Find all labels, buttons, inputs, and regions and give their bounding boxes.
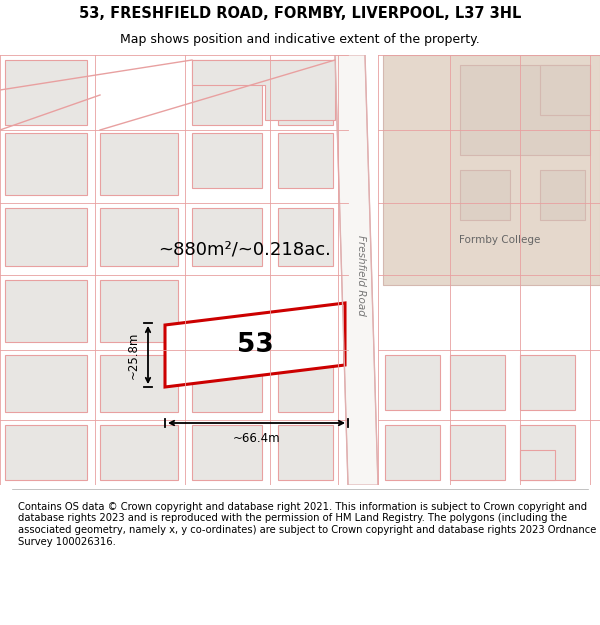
Bar <box>5 425 87 480</box>
Bar <box>192 60 262 125</box>
Bar <box>192 355 262 412</box>
Bar <box>192 133 262 188</box>
Text: ~880m²/~0.218ac.: ~880m²/~0.218ac. <box>158 241 331 259</box>
Polygon shape <box>335 55 378 485</box>
Bar <box>278 355 333 412</box>
Bar <box>520 355 575 410</box>
Bar <box>450 210 505 265</box>
Bar <box>278 425 333 480</box>
Bar <box>460 170 510 220</box>
Bar <box>385 135 440 190</box>
Text: ~25.8m: ~25.8m <box>127 331 140 379</box>
Bar <box>385 425 440 480</box>
Bar <box>192 208 262 266</box>
Text: Map shows position and indicative extent of the property.: Map shows position and indicative extent… <box>120 33 480 46</box>
Polygon shape <box>192 60 335 120</box>
Bar <box>450 355 505 410</box>
Bar <box>5 355 87 412</box>
Bar <box>520 450 555 480</box>
Bar <box>100 208 178 266</box>
Bar <box>100 425 178 480</box>
Text: ~66.4m: ~66.4m <box>233 431 280 444</box>
Bar <box>192 425 262 480</box>
Bar <box>5 60 87 125</box>
Text: Formby College: Formby College <box>460 235 541 245</box>
Text: Contains OS data © Crown copyright and database right 2021. This information is : Contains OS data © Crown copyright and d… <box>18 502 596 547</box>
Bar <box>450 425 505 480</box>
Bar <box>5 133 87 195</box>
Bar <box>278 133 333 188</box>
Bar <box>450 135 505 190</box>
Bar <box>520 425 575 480</box>
Bar <box>100 280 178 342</box>
Bar <box>5 208 87 266</box>
Text: 53, FRESHFIELD ROAD, FORMBY, LIVERPOOL, L37 3HL: 53, FRESHFIELD ROAD, FORMBY, LIVERPOOL, … <box>79 6 521 21</box>
Bar <box>540 65 590 115</box>
Bar <box>385 210 440 265</box>
Text: Freshfield Road: Freshfield Road <box>356 234 366 316</box>
Bar <box>540 170 585 220</box>
Bar <box>5 280 87 342</box>
Bar <box>100 355 178 412</box>
Polygon shape <box>165 303 345 387</box>
Text: 53: 53 <box>236 332 274 358</box>
Bar <box>385 355 440 410</box>
Bar <box>100 133 178 195</box>
Bar <box>278 208 333 266</box>
Bar <box>278 60 333 125</box>
Bar <box>460 65 590 155</box>
Polygon shape <box>383 55 600 285</box>
